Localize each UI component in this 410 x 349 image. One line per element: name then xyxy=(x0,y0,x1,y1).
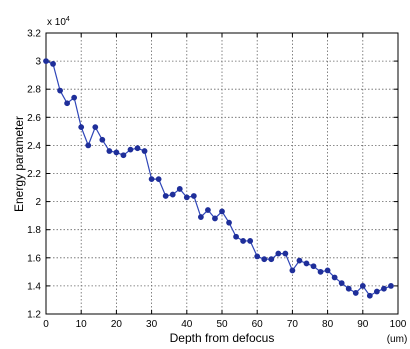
axes-layer: 0 10 20 30 40 50 60 70 80 90 100 1.2 1.4 1.6 1.8 2 2.2 2.… xyxy=(27,29,407,331)
data-point xyxy=(261,256,268,263)
y-tick-label: 2.4 xyxy=(27,141,41,152)
x-tick-label: 70 xyxy=(287,319,299,330)
y-tick-label: 1.6 xyxy=(27,253,41,264)
data-point xyxy=(331,274,338,281)
data-point xyxy=(127,146,134,153)
data-point xyxy=(303,260,310,267)
data-point xyxy=(324,267,331,274)
data-point xyxy=(155,176,162,183)
data-point xyxy=(50,61,56,67)
data-point xyxy=(134,145,141,152)
data-point xyxy=(169,191,176,198)
grid-layer xyxy=(46,33,398,314)
y-tick-label: 3 xyxy=(35,57,41,68)
data-point xyxy=(113,149,120,156)
data-point xyxy=(345,285,352,292)
data-point xyxy=(219,208,225,215)
y-axis-multiplier-base: x 10 xyxy=(47,17,66,28)
x-tick-label: 20 xyxy=(111,319,123,330)
y-tick-label: 1.8 xyxy=(27,225,41,236)
y-tick-label: 1.4 xyxy=(27,281,41,292)
data-point xyxy=(240,238,247,244)
data-point xyxy=(43,58,49,64)
data-point xyxy=(317,268,324,275)
data-point xyxy=(71,94,78,101)
data-point xyxy=(176,186,183,192)
data-point xyxy=(310,263,317,270)
x-tick-label: 90 xyxy=(357,319,369,330)
data-point xyxy=(268,256,275,263)
y-axis-label: Energy parameter xyxy=(12,116,26,212)
data-point xyxy=(57,87,63,94)
data-point xyxy=(373,288,380,295)
data-point xyxy=(226,219,232,226)
labels-layer: Energy parameter Depth from defocus (um)… xyxy=(12,16,408,345)
data-point xyxy=(388,283,394,289)
data-point xyxy=(64,100,71,107)
y-tick-label: 2.8 xyxy=(27,85,41,96)
y-axis-multiplier: x 104 xyxy=(47,16,70,28)
data-point xyxy=(289,267,296,274)
data-point xyxy=(381,285,387,292)
y-tick-label: 3.2 xyxy=(27,29,41,40)
series-layer xyxy=(43,58,394,299)
data-point xyxy=(197,214,204,220)
data-point xyxy=(282,250,289,257)
data-point xyxy=(247,238,254,244)
data-point xyxy=(254,253,261,260)
y-tick-label: 1.2 xyxy=(27,310,41,321)
y-axis-multiplier-exponent: 4 xyxy=(66,16,70,23)
x-tick-label: 30 xyxy=(146,319,158,330)
x-axis-unit: (um) xyxy=(387,334,408,344)
y-tick-label: 2.6 xyxy=(27,113,41,124)
data-point xyxy=(275,250,282,257)
data-point xyxy=(120,152,127,159)
x-tick-label: 50 xyxy=(216,319,228,330)
data-point xyxy=(162,193,169,199)
x-tick-label: 80 xyxy=(322,319,334,330)
data-point xyxy=(106,148,113,154)
data-point xyxy=(148,176,155,183)
data-point xyxy=(352,290,359,296)
data-point xyxy=(212,215,218,222)
data-point xyxy=(78,124,85,131)
x-tick-label: 0 xyxy=(43,319,49,330)
y-tick-label: 2.2 xyxy=(27,169,41,180)
data-point xyxy=(366,292,373,299)
data-point xyxy=(85,142,92,149)
data-point xyxy=(359,283,366,289)
data-point xyxy=(190,193,197,199)
plot-frame xyxy=(45,32,399,315)
x-tick-label: 40 xyxy=(181,319,193,330)
x-axis-label: Depth from defocus xyxy=(170,331,275,344)
data-point xyxy=(205,207,211,213)
data-point xyxy=(296,257,303,264)
data-point xyxy=(141,148,148,154)
y-tick-label: 2 xyxy=(35,197,41,208)
data-point xyxy=(183,194,190,201)
data-point xyxy=(233,233,239,240)
x-tick-label: 10 xyxy=(76,319,88,330)
data-point xyxy=(99,136,106,143)
data-point xyxy=(338,280,345,286)
data-point xyxy=(92,124,99,131)
x-tick-label: 60 xyxy=(252,319,264,330)
x-tick-label: 100 xyxy=(390,319,407,330)
